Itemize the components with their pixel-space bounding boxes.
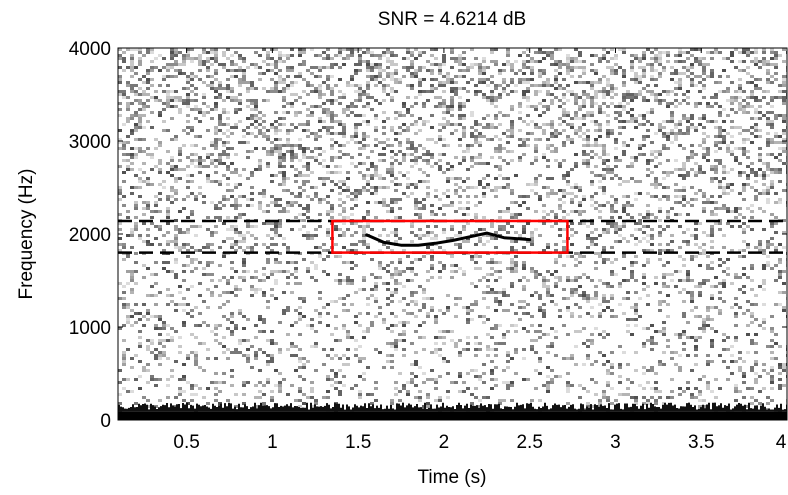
x-axis-label: Time (s) <box>418 467 487 488</box>
x-tick-label: 2 <box>439 432 450 453</box>
y-tick-label: 0 <box>100 411 111 432</box>
spectrogram-noise <box>118 48 787 420</box>
y-tick-label: 4000 <box>69 39 111 60</box>
y-axis-label: Frequency (Hz) <box>16 169 37 300</box>
low-frequency-band <box>118 411 787 420</box>
detection-box <box>331 219 569 254</box>
y-tick-label: 3000 <box>69 132 111 153</box>
plot-area <box>118 48 787 420</box>
chart-title: SNR = 4.6214 dB <box>378 9 526 30</box>
annotation-layer <box>118 219 787 254</box>
y-tick-label: 1000 <box>69 318 111 339</box>
x-tick-label: 3.5 <box>688 432 714 453</box>
x-tick-label: 0.5 <box>173 432 199 453</box>
noise-cells <box>118 48 787 420</box>
x-tick-label: 1 <box>267 432 278 453</box>
y-axis: 0 1000 2000 3000 4000 <box>69 39 787 432</box>
y-tick-label: 2000 <box>69 225 111 246</box>
x-tick-label: 4 <box>776 432 787 453</box>
x-tick-label: 1.5 <box>345 432 371 453</box>
x-tick-label: 3 <box>610 432 621 453</box>
noise-cells <box>118 48 787 420</box>
x-axis: 0.5 1 1.5 2 2.5 3 3.5 4 <box>173 48 788 453</box>
x-tick-label: 2.5 <box>516 432 542 453</box>
low-frequency-band-edge <box>118 402 787 412</box>
call-contour <box>365 231 532 247</box>
